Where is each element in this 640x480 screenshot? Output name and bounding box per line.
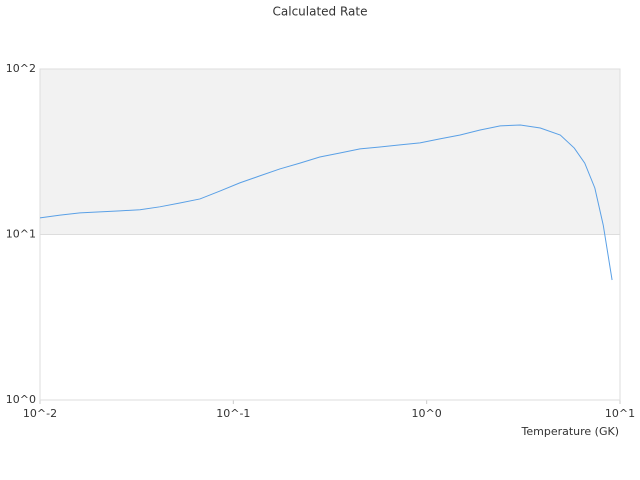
- chart-title: Calculated Rate: [273, 5, 368, 19]
- x-tick-label: 10^-2: [23, 407, 57, 420]
- x-axis-label: Temperature (GK): [521, 425, 620, 438]
- data-line: [39, 124, 613, 281]
- plot-frame: [39, 68, 621, 401]
- y-tick-label: 10^1: [6, 228, 36, 241]
- x-tick-label: 10^0: [412, 407, 442, 420]
- x-tick-label: 10^-1: [216, 407, 250, 420]
- grid-band: [40, 69, 620, 235]
- y-tick-label: 10^0: [6, 393, 36, 406]
- x-tick-label: 10^1: [605, 407, 635, 420]
- y-tick-label: 10^2: [6, 62, 36, 75]
